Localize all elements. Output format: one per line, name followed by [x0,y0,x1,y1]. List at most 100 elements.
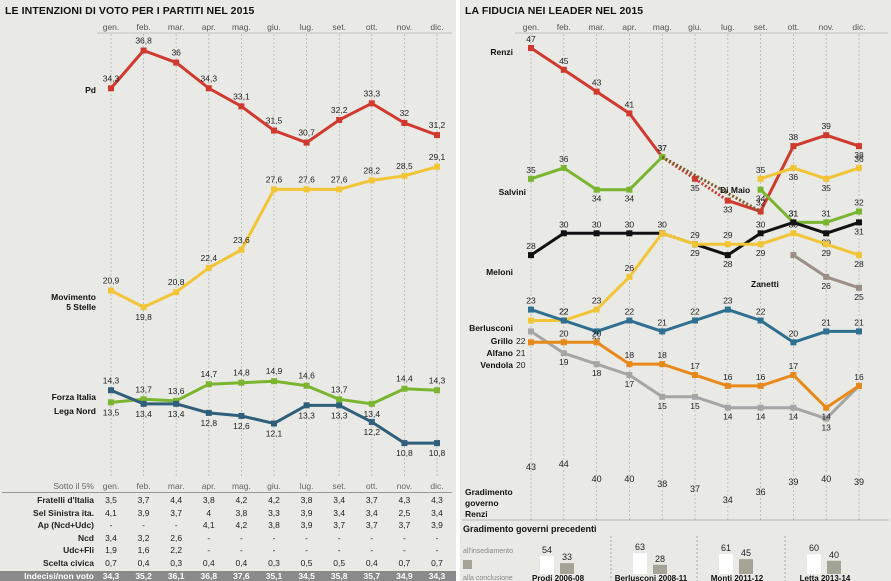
gradimento-value: 36 [756,487,766,497]
pd-point [173,59,180,66]
grillo-point [659,230,666,237]
berlusconi-segment [563,319,598,333]
salvini-point [528,175,534,182]
salvini-data-label: 34 [625,194,635,204]
lega-nord-point [401,440,408,447]
table-cell: 4,1 [202,520,215,531]
conclusione-value: 45 [741,548,751,558]
table-cell: 3,7 [333,520,346,531]
berlusconi-segment [661,319,696,333]
table-cell: - [174,520,178,531]
pd-point [336,116,343,123]
meloni-segment [825,220,860,235]
table-cell: ott. [365,481,378,491]
salvini-name-label: Salvini [499,187,526,197]
movimento-5-stelle-data-label: 19,8 [135,312,152,322]
month-label: set. [332,22,346,32]
month-label: mag. [232,22,251,32]
alfano-data-label: 21 [516,348,526,358]
alfano-point [593,361,600,368]
grillo-point [626,273,633,280]
vendola-point [593,339,600,346]
table-cell: 3,7 [365,520,378,531]
berlusconi-segment [596,319,630,333]
alfano-data-label: 15 [690,401,700,411]
alfano-segment [825,384,861,420]
renzi-name-label: Renzi [490,47,513,57]
table-cell: - [239,545,243,556]
di-maio-data-label: 36 [854,154,864,164]
alfano-data-label: 18 [592,368,602,378]
table-cell: mag. [231,481,251,491]
berlusconi-point [659,328,666,335]
renzi-data-label: 32 [756,198,766,208]
movimento-5-stelle-point [401,172,408,179]
table-cell: 34,9 [396,570,413,581]
table-cell: - [435,532,439,543]
renzi-data-label: 45 [559,56,569,66]
renzi-segment [792,133,827,148]
conclusione-bar [739,559,753,574]
table-cell: - [272,545,276,556]
meloni-data-label: 30 [657,219,667,229]
berlusconi-segment [530,308,565,322]
meloni-data-label: 28 [723,259,733,269]
table-row-label: Sel Sinistra ita. [33,507,94,518]
government-name: Monti 2011-12 [711,574,764,581]
renzi-data-label: 38 [854,150,864,160]
pd-data-label: 31,5 [266,116,283,126]
berlusconi-data-label: 21 [657,317,667,327]
table-row: Udc+Fli 1,9 1,6 2,2 - - - - - - - - [0,545,456,557]
meloni-data-label: 29 [690,248,700,258]
meloni-segment [530,232,565,257]
pd-data-label: 34,3 [103,73,120,83]
alfano-point [560,350,567,357]
meloni-point [593,230,600,237]
meloni-point [724,252,731,259]
government-name: Letta 2013-14 [800,574,851,581]
grillo-point [528,317,534,324]
conclusione-value: 40 [829,550,839,560]
month-label: nov. [818,22,833,32]
gradimento-value: 39 [788,477,798,487]
renzi-data-label: 39 [821,121,831,131]
grillo-point [757,241,764,248]
month-label: set. [754,22,768,32]
meloni-segment [760,220,794,235]
forza-italia-data-label: 13,4 [364,409,381,419]
vendola-point [724,382,731,389]
table-cell: 3,5 [105,495,117,505]
lega-nord-point [140,400,147,407]
insediamento-value: 54 [542,545,552,555]
berlusconi-data-label: 22 [625,307,635,317]
table-cell: 3,4 [431,507,443,518]
pd-data-label: 33,3 [364,88,381,98]
movimento-5-stelle-data-label: 20,8 [168,277,185,287]
forza-italia-point [205,381,212,388]
table-cell: 35,8 [330,570,348,581]
berlusconi-point [528,306,534,313]
lega-nord-point [368,418,375,425]
right-chart-title: LA FIDUCIA NEI LEADER NEL 2015 [465,5,644,17]
zanetti-point [856,284,862,291]
renzi-segment [694,177,729,202]
berlusconi-point [626,317,633,324]
movimento-5-stelle-point [271,186,277,193]
month-label: giu. [688,22,702,32]
di-maio-point [790,164,797,171]
salvini-data-label: 36 [559,154,569,164]
movimento-5-stelle-data-label: 27,6 [331,174,348,184]
table-cell: 0,3 [170,558,183,568]
zanetti-segment [792,253,828,279]
berlusconi-point [790,339,797,346]
meloni-point [823,230,830,237]
forza-italia-data-label: 13,7 [135,384,152,394]
grillo-point [593,306,600,313]
renzi-segment [628,112,664,158]
lega-nord-data-label: 10,8 [396,448,413,458]
alfano-data-label: 19 [559,357,569,367]
vendola-point [790,372,797,378]
grillo-name-label: Grillo [491,336,513,346]
berlusconi-data-label: 23 [723,296,733,306]
vendola-data-label: 20 [516,360,526,370]
